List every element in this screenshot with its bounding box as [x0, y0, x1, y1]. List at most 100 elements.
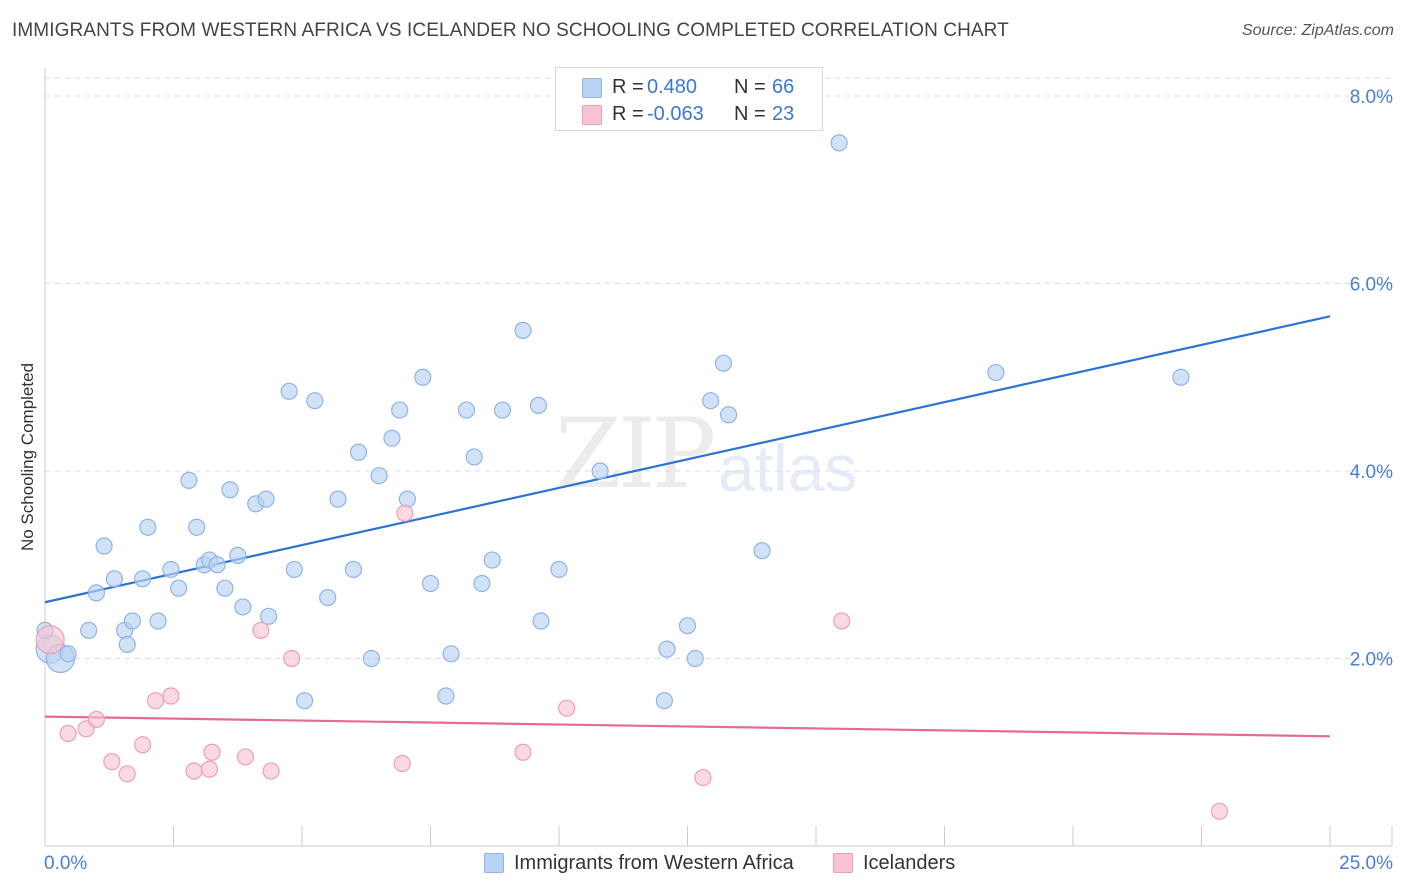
western-africa-point — [702, 392, 720, 410]
legend-n-label: N = — [734, 103, 766, 125]
icelander-point — [200, 760, 219, 778]
western-africa-point — [229, 546, 247, 564]
western-africa-point — [753, 542, 771, 560]
western-africa-point — [344, 560, 362, 579]
icelander-trendline — [44, 715, 1331, 738]
icelander-point — [87, 710, 106, 729]
western-africa-point — [457, 401, 476, 419]
chart-source: Source: ZipAtlas.com — [1241, 22, 1394, 39]
western-africa-point — [658, 640, 676, 658]
icelander-point — [396, 504, 414, 522]
western-africa-point — [188, 518, 206, 536]
bottom-legend-label: Immigrants from Western Africa — [514, 852, 794, 874]
western-africa-point — [349, 443, 368, 461]
legend-r-label: R = — [612, 103, 644, 125]
legend-n-value: 23 — [772, 103, 795, 125]
icelander-point — [558, 699, 576, 717]
points-layer — [35, 134, 1229, 820]
western-africa-point — [370, 467, 388, 485]
western-africa-point — [483, 551, 501, 569]
chart-title: IMMIGRANTS FROM WESTERN AFRICA VS ICELAN… — [12, 20, 1009, 41]
western-africa-point — [123, 612, 141, 630]
label-layer: 2.0% 4.0% 6.0% 8.0% 0.0% 25.0% No Schooling Co… — [18, 87, 1393, 874]
western-africa-point — [80, 621, 98, 639]
western-africa-point — [221, 481, 239, 499]
western-africa-point — [170, 579, 188, 597]
western-africa-point — [987, 363, 1005, 382]
western-africa-point — [329, 490, 347, 508]
western-africa-point — [714, 354, 733, 372]
bottom-legend-swatch-pink — [833, 853, 853, 873]
western-africa-point — [105, 570, 123, 588]
axis-layer — [44, 68, 1393, 847]
icelander-point — [203, 743, 221, 761]
icelander-point — [252, 621, 270, 639]
western-africa-point — [720, 406, 738, 424]
y-tick-label: 2.0% — [1350, 650, 1393, 671]
western-africa-point — [362, 649, 380, 668]
watermark-atlas: atlas — [718, 431, 858, 505]
y-tick-label: 6.0% — [1350, 275, 1393, 296]
western-africa-point — [529, 396, 548, 414]
western-africa-point — [383, 429, 401, 447]
western-africa-point — [473, 574, 491, 593]
western-africa-point — [391, 401, 409, 419]
western-africa-point — [259, 607, 278, 625]
legend-r-value: -0.063 — [647, 103, 704, 125]
icelander-point — [393, 754, 411, 773]
western-africa-point — [162, 560, 180, 579]
western-africa-point — [1172, 368, 1190, 386]
y-tick-label: 8.0% — [1350, 87, 1393, 108]
western-africa-point — [257, 490, 275, 508]
legend-n-value: 66 — [772, 76, 795, 98]
western-africa-point — [234, 598, 252, 616]
x-tick-label: 25.0% — [1339, 853, 1393, 874]
icelander-point — [103, 753, 121, 771]
icelander-point — [185, 762, 203, 780]
western-africa-point — [59, 645, 77, 663]
western-africa-point — [134, 570, 152, 588]
icelander-point — [146, 692, 165, 710]
western-africa-point — [655, 692, 673, 710]
western-africa-point — [295, 692, 314, 710]
icelander-point — [35, 625, 65, 655]
western-africa-point — [285, 560, 303, 579]
western-africa-point — [280, 382, 298, 400]
western-africa-point — [306, 392, 324, 410]
icelander-point — [262, 762, 280, 780]
western-africa-point — [591, 462, 609, 480]
icelander-point — [1210, 802, 1229, 820]
legend: R = 0.480 N = 66 R = -0.063 N = 23 — [555, 67, 823, 131]
icelander-point — [162, 687, 180, 705]
x-tick-label: 0.0% — [44, 853, 87, 874]
western-africa-point — [208, 556, 226, 574]
western-africa-point — [319, 588, 337, 607]
western-africa-point — [465, 448, 483, 466]
western-africa-point — [442, 645, 460, 663]
western-africa-point — [216, 579, 234, 597]
legend-swatch-blue — [582, 78, 602, 98]
western-africa-point — [493, 401, 512, 419]
western-africa-point — [414, 368, 432, 386]
icelander-point — [833, 612, 851, 630]
icelander-point — [236, 748, 255, 766]
icelander-point — [694, 768, 712, 787]
western-africa-point — [532, 612, 550, 630]
icelander-point — [514, 743, 532, 761]
western-africa-point — [95, 537, 113, 555]
legend-r-value: 0.480 — [647, 76, 698, 98]
western-africa-point — [149, 612, 167, 630]
legend-swatch-pink — [582, 105, 602, 125]
western-africa-point — [830, 134, 848, 152]
trend-layer — [44, 315, 1331, 738]
y-tick-label: 4.0% — [1350, 462, 1393, 483]
western-africa-point — [421, 574, 440, 593]
western-africa-point — [550, 560, 568, 579]
legend-r-label: R = — [612, 76, 644, 98]
western-africa-point — [180, 471, 198, 489]
icelander-point — [118, 765, 136, 783]
bottom-legend-label: Icelanders — [863, 852, 956, 874]
icelander-point — [283, 649, 301, 668]
western-africa-point — [118, 635, 136, 654]
